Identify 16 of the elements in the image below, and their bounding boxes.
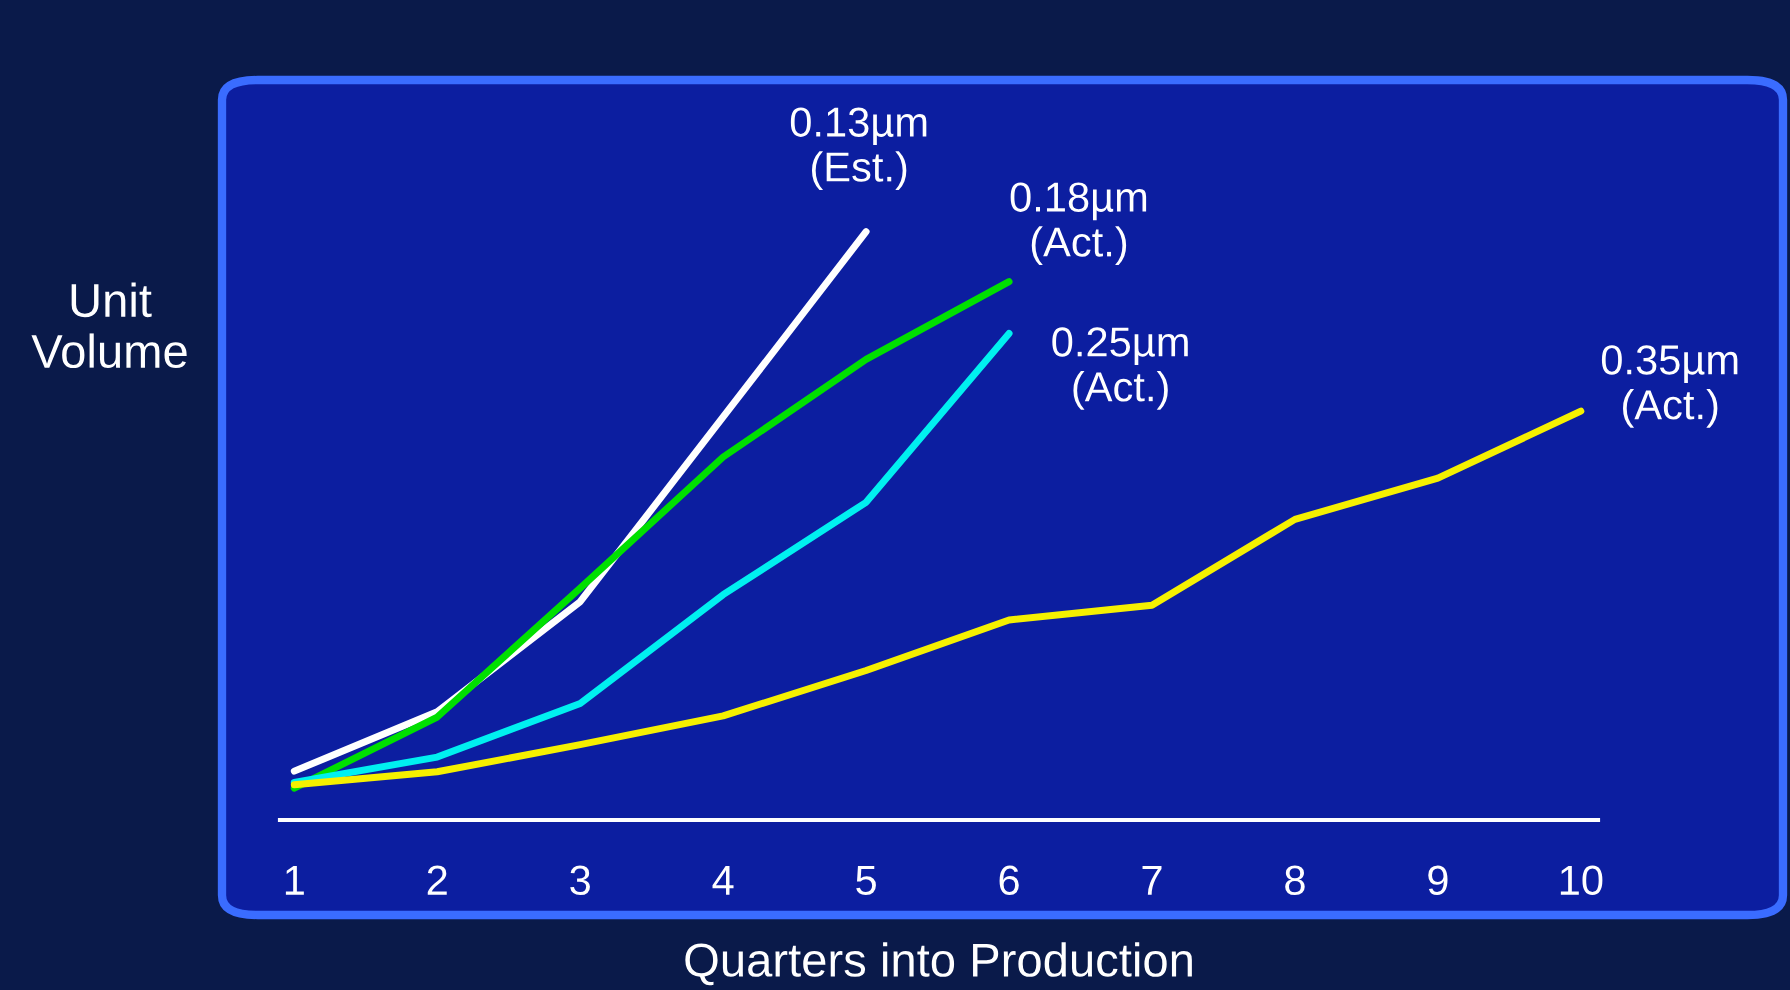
x-tick-label: 1 [285,865,304,895]
series-label: 0.35µm (Act.) [1601,345,1738,428]
x-tick-label: 4 [712,865,734,895]
x-tick-label: 3 [570,865,590,896]
series-label: 0.13µm (Est.) [790,107,927,190]
x-tick-label: 6 [999,865,1019,896]
y-axis-title: Unit Volume [31,282,187,369]
x-tick-label: 8 [1285,865,1305,896]
x-tick-label: 7 [1142,865,1162,895]
series-label: 0.18µm (Act.) [1010,182,1147,265]
x-axis-title: Quarters into Production [685,942,1192,986]
series-label: 0.25µm (Act.) [1052,327,1188,410]
x-tick-label: 10 [1560,865,1603,896]
x-tick-label: 2 [427,865,447,895]
x-tick-label: 5 [856,865,876,896]
x-tick-label: 9 [1428,865,1448,896]
